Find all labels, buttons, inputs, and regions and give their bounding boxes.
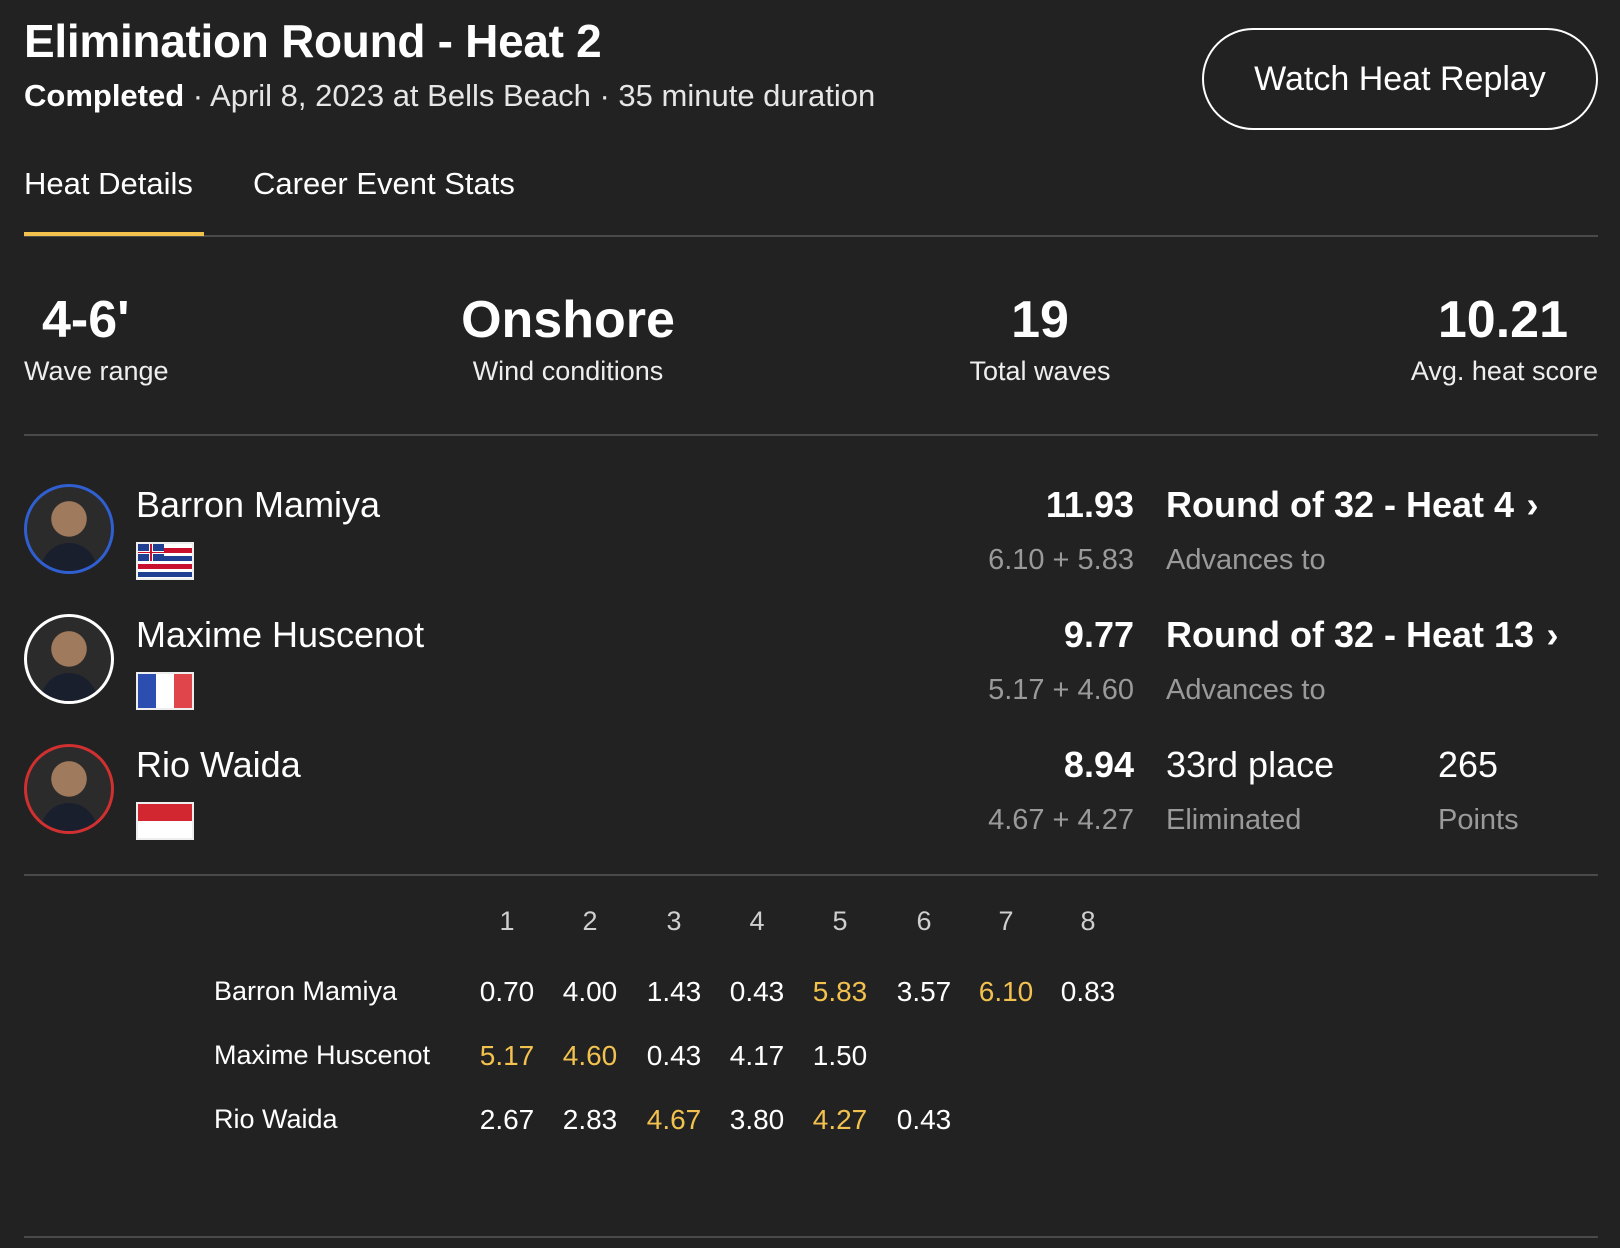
stat-label: Avg. heat score	[1410, 356, 1598, 386]
wave-row-surfer-name: Maxime Huscenot	[214, 1040, 431, 1070]
wave-column-header: 3	[666, 906, 682, 936]
wave-column-header: 6	[916, 906, 932, 936]
bottom-divider	[24, 1236, 1598, 1238]
surfer-name[interactable]: Maxime Huscenot	[136, 614, 425, 655]
heat-total-score: 8.94	[1063, 744, 1134, 785]
next-round-link[interactable]: Round of 32 - Heat 13 ›	[1166, 614, 1559, 656]
chevron-right-icon: ›	[1526, 484, 1539, 525]
stat-value: 10.21	[1437, 291, 1568, 349]
indonesia-flag-icon	[136, 802, 194, 840]
wave-row-surfer-name: Barron Mamiya	[214, 976, 398, 1006]
stat-wind-conditions: Onshore Wind conditions	[450, 288, 686, 387]
stat-value: Onshore	[461, 291, 675, 349]
avatar-barron-mamiya	[24, 484, 114, 574]
chevron-right-icon: ›	[1546, 614, 1559, 655]
wave-score-cell: 0.83	[1060, 976, 1116, 1007]
result-status: Eliminated	[1166, 804, 1302, 836]
wave-score-cell: 5.17	[479, 1040, 535, 1071]
points-label: Points	[1438, 804, 1519, 836]
top-two-waves: 6.10 + 5.83	[988, 544, 1134, 576]
result-status: Advances to	[1166, 544, 1326, 576]
heat-status: Completed	[24, 78, 185, 113]
wave-score-cell: 2.83	[562, 1104, 618, 1135]
hawaii-flag-icon	[136, 542, 194, 580]
stat-label: Wind conditions	[472, 356, 664, 386]
wave-score-cell: 0.43	[646, 1040, 702, 1071]
surfer-name[interactable]: Rio Waida	[136, 744, 301, 785]
wave-score-cell: 4.60	[562, 1040, 618, 1071]
wave-column-header: 4	[749, 906, 765, 936]
stat-label: Wave range	[24, 356, 169, 386]
watch-heat-replay-button[interactable]: Watch Heat Replay	[1202, 28, 1598, 130]
wave-score-cell: 4.27	[812, 1104, 868, 1135]
top-two-waves: 4.67 + 4.27	[988, 804, 1134, 836]
wave-column-header: 1	[499, 906, 515, 936]
result-status: Advances to	[1166, 674, 1326, 706]
next-round-label[interactable]: Round of 32 - Heat 4	[1166, 484, 1515, 525]
heat-total-score: 9.77	[1063, 614, 1134, 655]
wave-score-cell: 4.67	[646, 1104, 702, 1135]
wave-row-surfer-name: Rio Waida	[214, 1104, 338, 1134]
tab-divider	[24, 235, 1598, 237]
avatar-rio-waida	[24, 744, 114, 834]
wave-score-cell: 6.10	[978, 976, 1034, 1007]
wave-score-cell: 0.43	[896, 1104, 952, 1135]
heat-date-location-duration: · April 8, 2023 at Bells Beach · 35 minu…	[184, 78, 876, 113]
stat-avg-heat-score: 10.21 Avg. heat score	[1398, 288, 1598, 387]
surfer-name[interactable]: Barron Mamiya	[136, 484, 381, 525]
stat-total-waves: 19 Total waves	[950, 288, 1130, 387]
wave-score-cell: 3.57	[896, 976, 952, 1007]
stat-wave-range: 4-6' Wave range	[24, 288, 169, 387]
heat-meta: Completed · April 8, 2023 at Bells Beach…	[24, 78, 875, 114]
wave-column-header: 8	[1080, 906, 1096, 936]
wave-score-cell: 0.70	[479, 976, 535, 1007]
stat-value: 19	[1011, 291, 1069, 349]
points-value: 265	[1438, 744, 1499, 785]
heat-title: Elimination Round - Heat 2	[24, 15, 602, 67]
wave-score-cell: 4.17	[729, 1040, 785, 1071]
active-tab-indicator	[24, 232, 204, 236]
wave-score-cell: 5.83	[812, 976, 868, 1007]
heat-total-score: 11.93	[1045, 484, 1134, 525]
tab-heat-details[interactable]: Heat Details	[24, 166, 193, 201]
wave-score-cell: 4.00	[562, 976, 618, 1007]
wave-score-cell: 0.43	[729, 976, 785, 1007]
wave-score-cell: 1.43	[646, 976, 702, 1007]
wave-score-cell: 1.50	[812, 1040, 868, 1071]
tab-career-event-stats[interactable]: Career Event Stats	[253, 166, 515, 201]
wave-column-header: 5	[832, 906, 848, 936]
final-placing: 33rd place	[1166, 744, 1335, 785]
wave-column-header: 2	[582, 906, 598, 936]
next-round-label[interactable]: Round of 32 - Heat 13	[1166, 614, 1535, 655]
france-flag-icon	[136, 672, 194, 710]
surfers-divider	[24, 874, 1598, 876]
stat-value: 4-6'	[42, 291, 130, 349]
wave-column-header: 7	[998, 906, 1014, 936]
next-round-link[interactable]: Round of 32 - Heat 4 ›	[1166, 484, 1538, 526]
stat-label: Total waves	[969, 356, 1111, 386]
wave-score-cell: 3.80	[729, 1104, 785, 1135]
avatar-maxime-huscenot	[24, 614, 114, 704]
stats-divider	[24, 434, 1598, 436]
top-two-waves: 5.17 + 4.60	[988, 674, 1134, 706]
wave-score-cell: 2.67	[479, 1104, 535, 1135]
